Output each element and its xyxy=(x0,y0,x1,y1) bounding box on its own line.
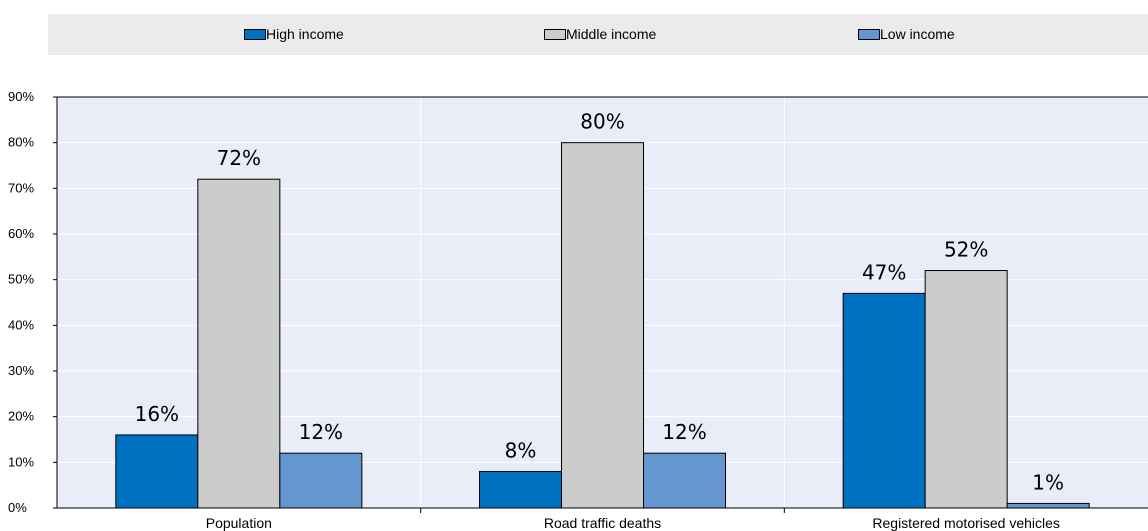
bar xyxy=(115,434,199,509)
bar xyxy=(842,292,926,509)
data-label: 16% xyxy=(135,402,179,426)
y-tick-label: 60% xyxy=(8,226,34,241)
legend-swatch-middle-income xyxy=(544,28,566,40)
legend-item-low-income: Low income xyxy=(858,26,955,42)
y-tick-label: 20% xyxy=(8,409,34,424)
y-tick-label: 90% xyxy=(8,89,34,104)
bar xyxy=(279,452,363,509)
y-tick-label: 0% xyxy=(8,500,27,515)
data-label: 72% xyxy=(217,146,261,170)
legend-swatch-high-income xyxy=(244,28,266,40)
data-label: 12% xyxy=(299,420,343,444)
y-tick-label: 70% xyxy=(8,180,34,195)
x-category-label: Population xyxy=(206,515,272,531)
x-category-label: Registered motorised vehicles xyxy=(872,515,1060,531)
legend-item-middle-income: Middle income xyxy=(544,26,656,42)
data-label: 80% xyxy=(580,110,624,134)
data-label: 12% xyxy=(662,420,706,444)
data-label: 8% xyxy=(505,438,537,462)
legend: High income Middle income Low income xyxy=(48,14,1148,55)
legend-label-high-income: High income xyxy=(266,26,344,42)
legend-item-high-income: High income xyxy=(244,26,344,42)
bar xyxy=(924,270,1008,509)
bar xyxy=(197,178,281,509)
legend-swatch-low-income xyxy=(858,28,880,40)
data-label: 52% xyxy=(944,238,988,262)
bar xyxy=(479,470,562,509)
y-tick-label: 50% xyxy=(8,272,34,287)
legend-label-low-income: Low income xyxy=(880,26,955,42)
y-tick-label: 40% xyxy=(8,317,34,332)
y-tick-label: 10% xyxy=(8,454,34,469)
data-label: 1% xyxy=(1032,470,1064,494)
bar xyxy=(643,452,726,509)
data-label: 47% xyxy=(862,260,906,284)
bar xyxy=(1006,502,1090,509)
y-tick-label: 30% xyxy=(8,363,34,378)
legend-label-middle-income: Middle income xyxy=(566,26,657,42)
y-tick-label: 80% xyxy=(8,135,34,150)
x-category-label: Road traffic deaths xyxy=(544,515,661,531)
bar xyxy=(561,142,644,509)
